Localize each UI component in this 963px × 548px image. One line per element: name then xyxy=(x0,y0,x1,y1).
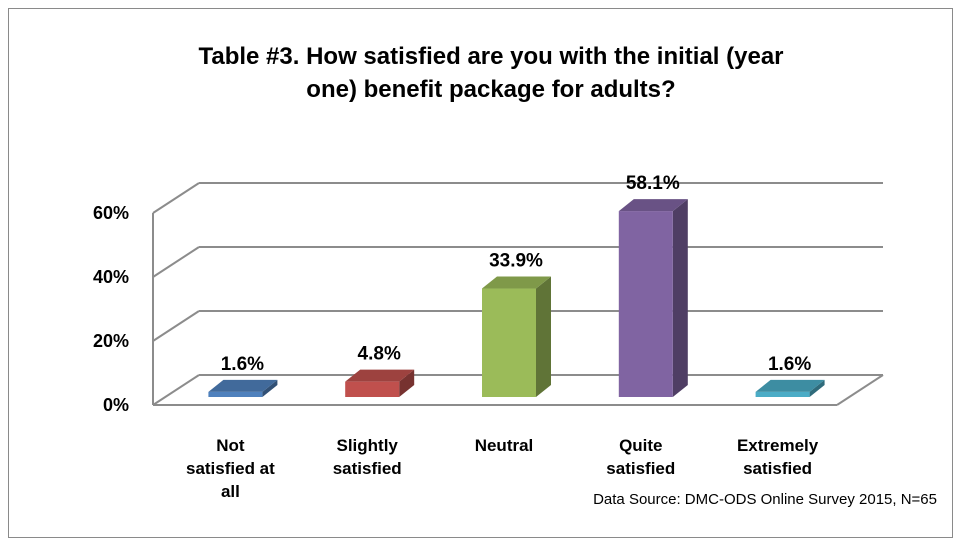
chart-title: Table #3. How satisfied are you with the… xyxy=(198,43,783,103)
y-tick-label: 40% xyxy=(93,267,129,287)
bars xyxy=(208,199,825,397)
side-gridline xyxy=(152,246,200,278)
data-label: 33.9% xyxy=(489,251,543,272)
bar xyxy=(345,369,415,397)
gridlines xyxy=(152,182,884,406)
category-label: satisfied xyxy=(743,459,812,478)
chart-title-line-1: Table #3. How satisfied are you with the… xyxy=(198,43,783,70)
bar-front-face xyxy=(482,288,536,397)
y-axis-ticks: 0% 20% 40% 60% xyxy=(93,203,129,415)
bar xyxy=(208,379,278,397)
category-label: satisfied xyxy=(333,459,402,478)
data-labels: 1.6% 4.8% 33.9% 58.1% 1.6% xyxy=(221,173,812,375)
chart-frame: Table #3. How satisfied are you with the… xyxy=(8,8,953,538)
y-tick-label: 0% xyxy=(103,395,129,415)
bar-side-face xyxy=(672,199,688,397)
bar-side-face xyxy=(399,369,415,397)
data-label: 1.6% xyxy=(768,354,811,375)
side-gridline xyxy=(152,310,200,342)
category-label: satisfied xyxy=(606,459,675,478)
bar-side-face xyxy=(809,379,825,397)
side-gridline xyxy=(152,182,200,214)
category-label: Extremely xyxy=(737,436,819,455)
bar-front-face xyxy=(345,381,400,397)
bar xyxy=(618,199,688,397)
category-label: Quite xyxy=(619,436,662,455)
bar-top-face xyxy=(208,379,278,392)
floor-right-edge xyxy=(836,374,884,406)
bar-side-face xyxy=(536,276,551,397)
bar xyxy=(755,379,825,397)
y-tick-label: 60% xyxy=(93,203,129,223)
bar-front-face xyxy=(618,211,673,397)
data-label: 4.8% xyxy=(358,344,401,365)
y-tick-label: 20% xyxy=(93,331,129,351)
bar xyxy=(482,276,551,397)
category-label: all xyxy=(221,482,240,501)
bar-front-face xyxy=(755,391,810,397)
data-label: 58.1% xyxy=(626,173,680,194)
category-label: Slightly xyxy=(336,436,398,455)
side-gridline xyxy=(152,374,200,406)
bar-top-face xyxy=(345,369,415,382)
bar-top-face xyxy=(482,276,551,289)
category-label: Neutral xyxy=(475,436,534,455)
bar-side-face xyxy=(262,379,278,397)
category-label: satisfied at xyxy=(186,459,275,478)
chart-title-line-2: one) benefit package for adults? xyxy=(306,76,675,103)
source-note: Data Source: DMC-ODS Online Survey 2015,… xyxy=(593,491,937,508)
category-labels: Not satisfied at all Slightly satisfied Neutr… xyxy=(186,436,819,501)
category-label: Not xyxy=(216,436,245,455)
bar-front-face xyxy=(208,391,263,397)
data-label: 1.6% xyxy=(221,354,264,375)
bar-top-face xyxy=(618,199,688,212)
chart-svg: Table #3. How satisfied are you with the… xyxy=(93,43,937,508)
bar-top-face xyxy=(755,379,825,392)
